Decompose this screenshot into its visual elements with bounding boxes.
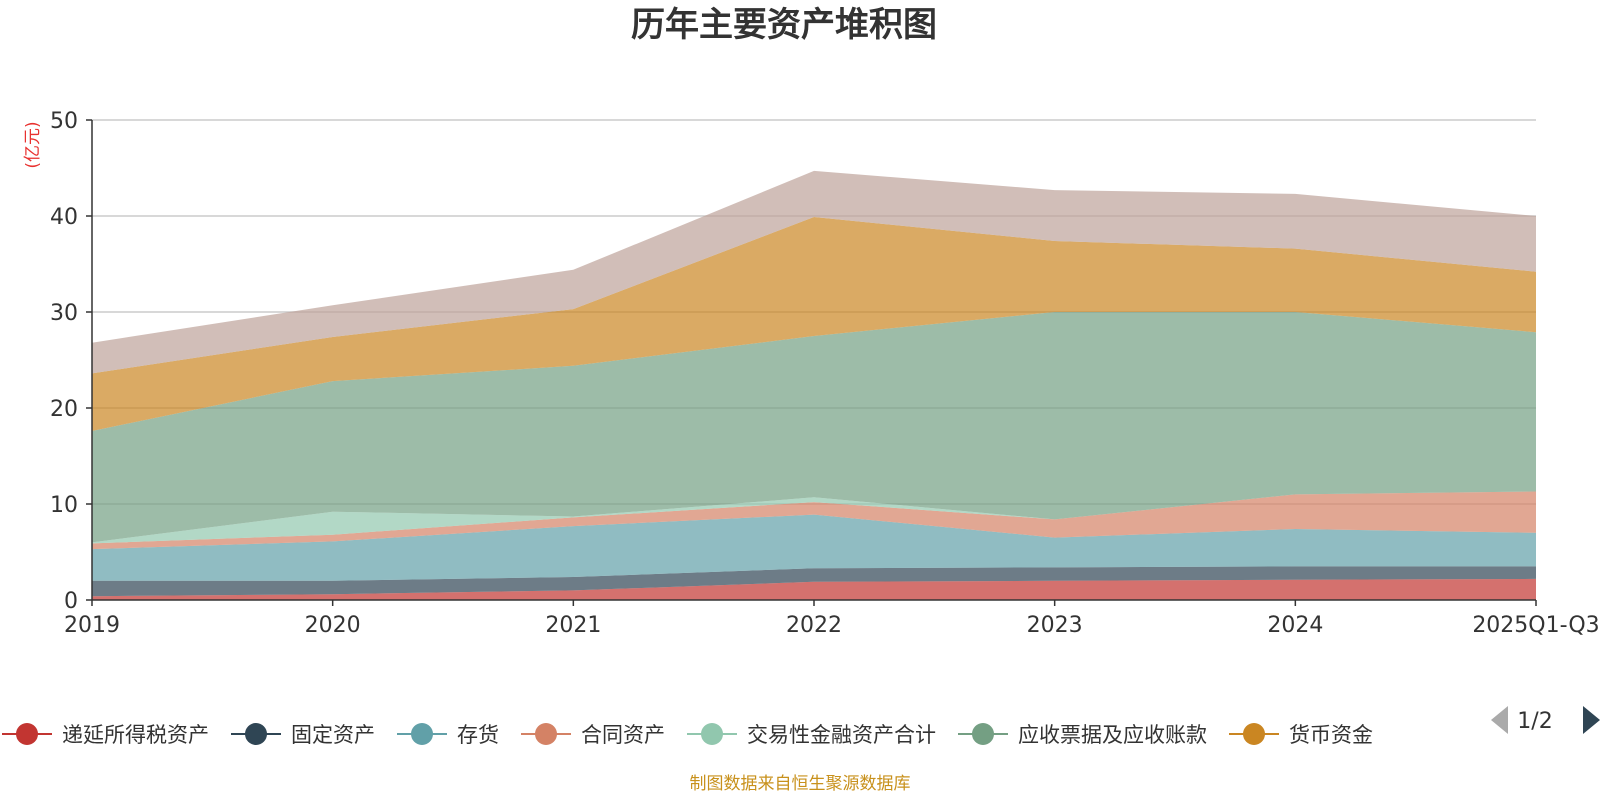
area-6[interactable]	[92, 312, 1536, 543]
legend-item[interactable]: 货币资金	[1229, 723, 1373, 747]
legend-label: 合同资产	[581, 723, 665, 747]
x-tick-label: 2020	[305, 613, 361, 638]
legend-item[interactable]: 合同资产	[521, 723, 665, 747]
legend-marker-icon	[535, 723, 557, 745]
x-tick-label: 2024	[1267, 613, 1323, 638]
y-tick-label: 20	[50, 397, 78, 422]
area-4[interactable]	[92, 491, 1536, 550]
legend-item[interactable]: 应收票据及应收账款	[958, 723, 1207, 747]
area-8[interactable]	[92, 170, 1536, 374]
legend-pager: 1/2	[1491, 706, 1600, 734]
legend-item[interactable]: 存货	[397, 723, 499, 747]
legend-marker-icon	[411, 723, 433, 745]
legend-label: 应收票据及应收账款	[1018, 723, 1207, 747]
legend-marker-icon	[1243, 723, 1265, 745]
y-tick-label: 10	[50, 493, 78, 518]
area-7[interactable]	[92, 217, 1536, 431]
x-tick-label: 2025Q1-Q3	[1472, 613, 1599, 638]
legend-marker-icon	[16, 723, 38, 745]
area-3[interactable]	[92, 514, 1536, 581]
x-tick-label: 2023	[1027, 613, 1083, 638]
legend-marker-icon	[245, 723, 267, 745]
legend-label: 存货	[457, 723, 499, 747]
area-1[interactable]	[92, 578, 1536, 600]
legend-marker-icon	[701, 723, 723, 745]
x-tick-label: 2021	[545, 613, 601, 638]
data-source-note: 制图数据来自恒生聚源数据库	[690, 774, 911, 794]
y-tick-label: 0	[64, 589, 78, 614]
area-5[interactable]	[92, 491, 1536, 544]
legend-item[interactable]: 固定资产	[231, 723, 375, 747]
legend-item[interactable]: 交易性金融资产合计	[687, 723, 936, 747]
legend-marker-icon	[972, 723, 994, 745]
chart-title: 历年主要资产堆积图	[631, 5, 937, 45]
legend-label: 固定资产	[291, 723, 375, 747]
x-tick-label: 2019	[64, 613, 120, 638]
legend-label: 交易性金融资产合计	[747, 723, 936, 747]
legend[interactable]: 递延所得税资产 固定资产 存货 合同资产 交易性金融资产合计 应收票据及应收账款 货币资金	[2, 723, 1373, 747]
y-tick-label: 30	[50, 301, 78, 326]
legend-label: 递延所得税资产	[62, 723, 209, 747]
legend-next-icon[interactable]	[1583, 706, 1600, 734]
y-tick-label: 50	[50, 109, 78, 134]
x-tick-label: 2022	[786, 613, 842, 638]
area-2[interactable]	[92, 566, 1536, 597]
area-series	[92, 170, 1536, 600]
legend-prev-icon[interactable]	[1491, 706, 1508, 734]
legend-label: 货币资金	[1289, 723, 1373, 747]
legend-item[interactable]: 递延所得税资产	[2, 723, 209, 747]
y-axis-unit: (亿元)	[23, 121, 43, 168]
legend-page-indicator: 1/2	[1517, 709, 1552, 734]
axes: 0 10 20 30 40 50 2019 2020 2021 2022 2023 2024 2025Q…	[50, 109, 1600, 638]
y-tick-label: 40	[50, 205, 78, 230]
